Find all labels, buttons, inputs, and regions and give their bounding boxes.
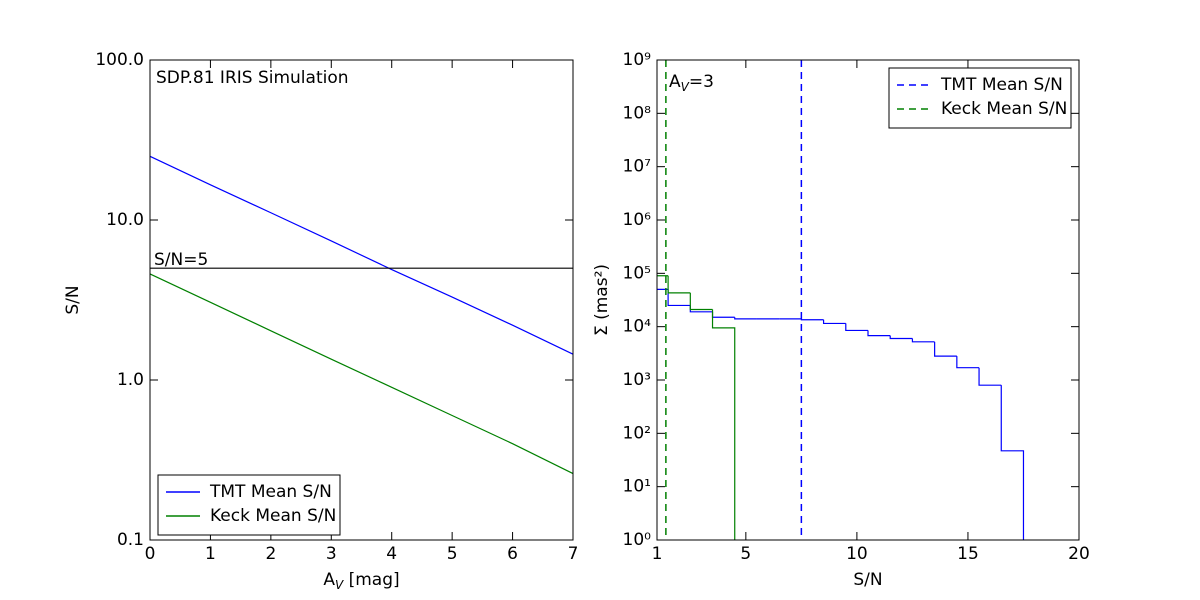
legend-box xyxy=(888,67,1072,129)
hist-step xyxy=(867,330,891,337)
label-part: V xyxy=(681,80,690,94)
axes-frame xyxy=(656,59,1080,541)
x-tick-label: 15 xyxy=(957,544,979,564)
hist-step xyxy=(667,275,691,294)
y-tick-label: 10² xyxy=(623,423,651,443)
hist-step xyxy=(845,323,868,332)
y-tick-label: 10¹ xyxy=(623,477,651,497)
x-tick-label: 2 xyxy=(265,544,276,564)
y-tick-label: 1.0 xyxy=(117,370,144,390)
panel-title: SDP.81 IRIS Simulation xyxy=(156,68,349,88)
y-tick-label: 10³ xyxy=(623,370,651,390)
label-part: V xyxy=(335,578,344,592)
hist-step xyxy=(734,317,757,320)
legend-label: Keck Mean S/N xyxy=(210,506,336,526)
hist-step xyxy=(711,311,735,318)
line xyxy=(150,273,573,475)
hist-step xyxy=(978,367,1002,386)
y-tick-label: 10⁶ xyxy=(623,210,652,230)
annotation: AV=3 xyxy=(669,72,714,94)
legend-label: TMT Mean S/N xyxy=(940,75,1063,95)
plot-area xyxy=(657,60,1025,540)
legend-label: TMT Mean S/N xyxy=(209,482,332,502)
x-tick-label: 4 xyxy=(386,544,397,564)
hist-step xyxy=(800,318,824,321)
x-tick-label: 5 xyxy=(447,544,458,564)
hist-step xyxy=(689,292,713,311)
x-axis-label: AV [mag] xyxy=(323,570,399,592)
hist-step xyxy=(911,338,935,343)
label-part: A xyxy=(669,72,681,92)
y-tick-label: 0.1 xyxy=(117,530,144,550)
y-tick-label: 10⁰ xyxy=(623,530,652,550)
hist-step xyxy=(956,356,980,369)
legend-label: Keck Mean S/N xyxy=(941,99,1067,119)
x-tick-label: 1 xyxy=(205,544,216,564)
y-tick-label: 10.0 xyxy=(106,210,144,230)
label-part: [mag] xyxy=(343,570,399,590)
axes-frame xyxy=(149,59,574,541)
y-tick-label: 10⁵ xyxy=(623,263,651,283)
y-tick-label: 10⁴ xyxy=(623,317,652,337)
hist-step xyxy=(934,341,957,357)
line xyxy=(150,155,573,355)
hist-step xyxy=(822,319,846,325)
hist-step xyxy=(711,309,736,540)
label-part: A xyxy=(323,570,335,590)
hist-step xyxy=(657,275,669,277)
x-tick-label: 0 xyxy=(145,544,156,564)
x-tick-label: 3 xyxy=(326,544,337,564)
plot-area xyxy=(150,155,573,475)
hist-step xyxy=(689,305,713,313)
x-tick-label: 20 xyxy=(1068,544,1090,564)
y-tick-label: 10⁹ xyxy=(623,50,652,70)
x-tick-label: 5 xyxy=(740,544,751,564)
legend-box xyxy=(157,474,341,536)
y-axis-label: S/N xyxy=(63,285,83,314)
x-axis-label: S/N xyxy=(853,570,882,590)
y-axis-label: Σ (mas²) xyxy=(592,264,612,336)
hist-step xyxy=(889,335,913,340)
label-part: =3 xyxy=(689,72,714,92)
x-tick-label: 7 xyxy=(568,544,579,564)
x-tick-label: 6 xyxy=(507,544,518,564)
hist-step xyxy=(1000,385,1025,540)
y-tick-label: 10⁷ xyxy=(623,157,652,177)
y-tick-label: 100.0 xyxy=(95,50,144,70)
hist-step xyxy=(667,289,691,307)
hist-step xyxy=(657,288,669,290)
threshold-label: S/N=5 xyxy=(154,250,208,270)
x-tick-label: 1 xyxy=(652,544,663,564)
y-tick-label: 10⁸ xyxy=(623,103,652,123)
x-tick-label: 10 xyxy=(846,544,868,564)
